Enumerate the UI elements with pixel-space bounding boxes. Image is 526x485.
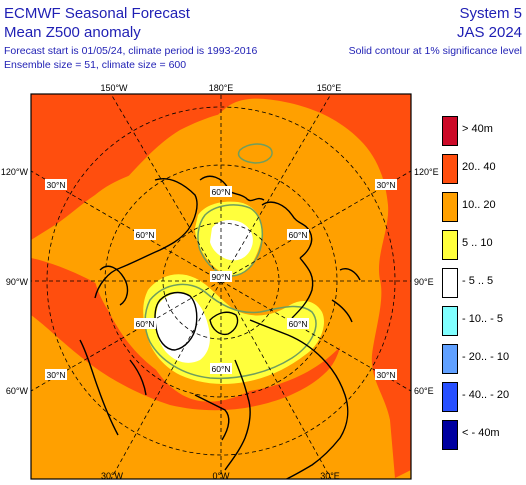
significance-contour-north [197, 204, 263, 277]
legend-item: > 40m [442, 116, 522, 146]
label-left-60w: 60°W [6, 386, 29, 396]
legend-item: - 40.. - 20 [442, 382, 522, 412]
significance-contour-europe [144, 283, 317, 380]
label-60n-left: 60°N [136, 230, 155, 240]
label-30n-ll: 30°N [47, 370, 66, 380]
label-top-150e: 150°E [317, 83, 342, 93]
label-bottom-0: 0°W [212, 471, 230, 481]
significance-contour-pacific [237, 143, 273, 164]
label-left-120w: 120°W [1, 167, 29, 177]
legend-item: 5 .. 10 [442, 230, 522, 260]
legend-item: 10.. 20 [442, 192, 522, 222]
map-frame [30, 93, 412, 480]
title-block: ECMWF Seasonal Forecast Mean Z500 anomal… [4, 4, 257, 72]
legend-item: - 20.. - 10 [442, 344, 522, 374]
lat-labels: 30°N 30°N 30°N 30°N 60°N 60°N 60°N 60°N … [45, 179, 397, 380]
legend-swatch [442, 306, 458, 336]
season-label: JAS 2024 [456, 24, 522, 41]
legend-swatch [442, 192, 458, 222]
edge-labels: 150°W 180°E 150°E 120°W 90°W 60°W 120°E … [1, 83, 439, 481]
map-field [31, 94, 411, 479]
legend-swatch [442, 116, 458, 146]
strong-anomaly-band [31, 94, 411, 478]
label-left-90w: 90°W [6, 277, 29, 287]
legend-swatch [442, 344, 458, 374]
legend-label: 5 .. 10 [462, 237, 493, 249]
system-label: System 5 [459, 5, 522, 22]
label-top-150w: 150°W [100, 83, 128, 93]
label-top-180: 180°E [209, 83, 234, 93]
coastlines [79, 175, 361, 479]
significance-note: Solid contour at 1% significance level [348, 45, 522, 57]
legend-label: - 40.. - 20 [462, 389, 510, 401]
chart-subtitle: Mean Z500 anomaly [4, 24, 141, 41]
legend-item: 20.. 40 [442, 154, 522, 184]
label-60n-right: 60°N [289, 230, 308, 240]
graticule [31, 94, 411, 479]
label-30n-lr: 30°N [377, 370, 396, 380]
label-30n-ul: 30°N [47, 180, 66, 190]
legend-swatch [442, 230, 458, 260]
legend-swatch [442, 420, 458, 450]
legend-swatch [442, 154, 458, 184]
legend-label: 20.. 40 [462, 161, 496, 173]
label-60n-bottom-right: 60°N [289, 319, 308, 329]
legend-label: < - 40m [462, 427, 500, 439]
legend-item: - 10.. - 5 [442, 306, 522, 336]
legend-swatch [442, 382, 458, 412]
legend-label: 10.. 20 [462, 199, 496, 211]
forecast-info: Forecast start is 01/05/24, climate peri… [4, 45, 258, 57]
label-right-90e: 90°E [414, 277, 434, 287]
legend-item: - 5 .. 5 [442, 268, 522, 298]
system-block: System 5 JAS 2024 Solid contour at 1% si… [349, 4, 522, 58]
legend-swatch [442, 268, 458, 298]
legend-label: - 10.. - 5 [462, 313, 503, 325]
label-60n-top: 60°N [212, 187, 231, 197]
legend-label: > 40m [462, 123, 493, 135]
label-60n-bottom-left: 60°N [136, 319, 155, 329]
ensemble-info: Ensemble size = 51, climate size = 600 [4, 59, 187, 71]
label-bottom-30w: 30°W [101, 471, 124, 481]
label-30n-ur: 30°N [377, 180, 396, 190]
label-90n: 90°N [212, 272, 231, 282]
legend-label: - 5 .. 5 [462, 275, 494, 287]
chart-title: ECMWF Seasonal Forecast [4, 5, 190, 22]
legend-item: < - 40m [442, 420, 522, 450]
legend-label: - 20.. - 10 [462, 351, 510, 363]
label-right-120e: 120°E [414, 167, 439, 177]
label-bottom-30e: 30°E [320, 471, 340, 481]
label-right-60e: 60°E [414, 386, 434, 396]
label-60n-bottom: 60°N [212, 364, 231, 374]
